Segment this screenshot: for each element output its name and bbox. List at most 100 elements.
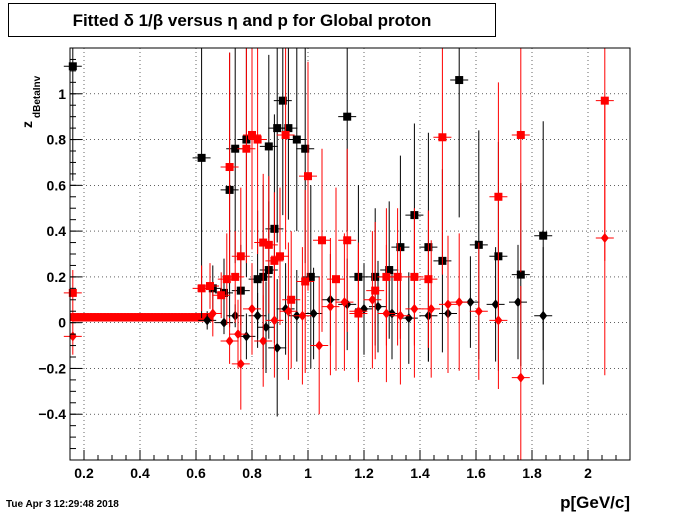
band-marker [96,313,103,322]
band-marker [106,313,113,322]
band-marker [173,313,180,322]
data-point-square [197,284,206,293]
x-tick-label: 1.8 [522,465,542,481]
band-marker [163,313,170,322]
band-marker [184,313,191,322]
data-point-diamond [514,297,522,308]
data-point-square [276,252,284,261]
data-point-diamond [298,310,307,321]
data-point-square [264,240,273,249]
data-point-square [424,275,433,284]
data-point-diamond [248,303,256,314]
data-point-diamond [354,306,363,317]
data-point-square [516,130,525,139]
data-point-diamond [455,297,464,308]
y-axis-label: z dBetaInv [19,75,42,128]
y-tick-label: 0 [58,315,66,331]
band-marker [110,313,117,322]
data-point-square [259,238,268,247]
data-point-square [332,275,340,284]
data-point-square [301,144,310,153]
y-tick-label: −0.2 [38,360,66,376]
band-marker [103,313,110,322]
x-tick-label: 1.4 [410,465,430,481]
data-point-square [206,282,214,291]
data-point-square [253,135,262,144]
data-point-diamond [410,303,419,314]
data-point-diamond [309,308,318,319]
data-point-diamond [234,329,242,340]
band-marker [200,313,207,322]
data-point-diamond [326,301,335,312]
data-point-diamond [220,317,228,328]
data-point-diamond [203,315,212,326]
band-marker [137,313,143,322]
band-marker [69,313,76,322]
y-tick-label: −0.4 [38,406,66,422]
band-marker [116,313,123,322]
data-point-square [284,124,293,133]
band-marker [147,313,154,322]
data-point-diamond [315,340,324,351]
band-marker [73,313,80,322]
data-point-square [438,133,447,142]
band-marker [150,313,157,322]
data-point-square [231,272,240,281]
band-marker [86,313,93,322]
band-marker [153,313,160,322]
data-point-square [281,130,290,139]
band-marker [157,313,164,322]
band-marker [133,313,140,322]
x-tick-label: 1 [304,465,312,481]
data-point-diamond [491,299,500,310]
data-point-diamond [273,342,282,353]
x-tick-label: 0.4 [130,465,150,481]
band-marker [130,313,137,322]
data-point-diamond [236,358,245,369]
data-point-diamond [474,306,483,317]
data-point-diamond [225,335,234,346]
y-axis-label-main: z [19,121,35,128]
band-marker [79,313,86,322]
data-point-square [273,124,282,133]
plot-area [70,48,630,460]
data-point-diamond [427,303,436,314]
band-marker [160,313,167,322]
data-point-diamond [466,297,475,308]
data-point-square [68,62,77,71]
data-point-square [236,252,245,261]
band-marker [120,313,127,322]
band-marker [177,313,184,322]
title-box: Fitted δ 1/β versus η and p for Global p… [8,3,496,37]
data-point-square [292,135,301,144]
data-point-square [222,275,231,284]
data-point-square [68,288,77,297]
data-point-square [304,172,312,181]
band-marker [76,313,83,322]
data-point-diamond [374,301,382,312]
data-point-square [455,76,464,85]
data-point-square [231,144,240,153]
band-marker [207,313,214,322]
band-marker [140,313,147,322]
data-point-square [393,272,402,281]
data-point-square [217,291,226,300]
data-point-square [494,192,503,201]
y-tick-label: 0.8 [47,132,67,148]
data-point-square [225,163,234,172]
band-marker [100,313,107,322]
data-point-diamond [259,335,268,346]
data-point-square [248,130,256,139]
band-marker [143,313,150,322]
data-point-diamond [208,308,217,319]
x-tick-label: 0.6 [186,465,206,481]
data-point-diamond [539,310,548,321]
data-point-square [318,236,326,245]
band-marker [180,313,187,322]
data-point-diamond [516,372,525,383]
data-point-square [516,270,525,279]
band-marker [83,313,90,322]
band-marker [194,313,201,322]
data-point-diamond [368,294,377,305]
